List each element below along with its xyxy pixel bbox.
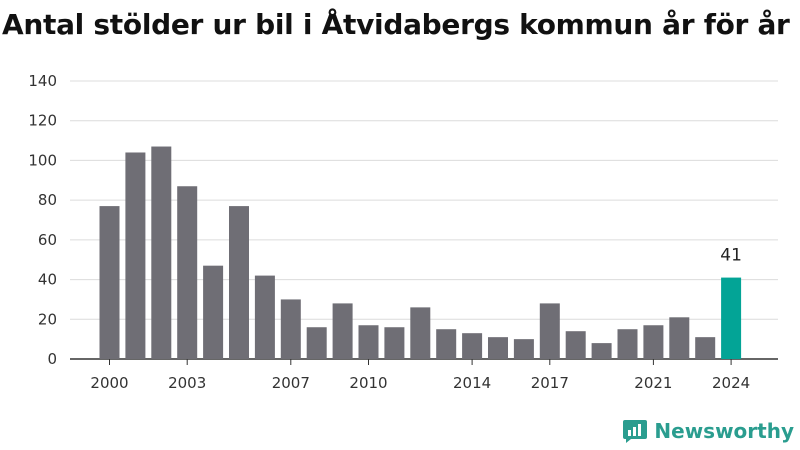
bar-2001[interactable] [125,152,146,359]
y-axis-ticks: 0 20 40 60 80 100 120 140 [28,72,57,368]
x-tick-label-2021: 2021 [634,374,672,392]
bar-2002[interactable] [151,146,172,359]
bar-2014[interactable] [462,333,483,359]
x-axis-ticks: 2000 2003 2007 2010 2014 2017 2021 2024 [90,359,750,392]
bar-2015[interactable] [488,337,508,359]
x-tick-label-2007: 2007 [272,374,310,392]
bar-2012[interactable] [410,307,431,359]
bar-2010[interactable] [358,325,379,359]
y-tick-label-140: 140 [28,72,57,90]
bar-2013[interactable] [436,329,457,359]
y-tick-label-120: 120 [28,112,57,130]
bars [99,146,742,359]
x-tick-label-2024: 2024 [712,374,750,392]
x-tick-label-2014: 2014 [453,374,491,392]
bar-2020[interactable] [617,329,638,359]
brand[interactable]: Newsworthy [622,418,794,444]
bar-2019[interactable] [591,343,612,359]
y-tick-label-0: 0 [47,350,57,368]
data-labels: 41 [720,246,742,266]
x-tick-label-2000: 2000 [90,374,128,392]
brand-name: Newsworthy [654,419,794,443]
bar-2007[interactable] [280,299,301,359]
bar-2005[interactable] [229,206,249,359]
bar-2023[interactable] [695,337,716,359]
bar-2003[interactable] [177,186,198,359]
y-tick-label-60: 60 [38,231,57,249]
bar-2017[interactable] [539,303,560,359]
chart-title: Antal stölder ur bil i Åtvidabergs kommu… [2,8,790,41]
x-tick-label-2010: 2010 [349,374,387,392]
bar-2008[interactable] [306,327,327,359]
y-tick-label-100: 100 [28,151,57,169]
y-tick-label-20: 20 [38,310,57,328]
y-tick-label-40: 40 [38,271,57,289]
newsworthy-logo-icon [623,420,648,443]
bar-2021[interactable] [643,325,664,359]
bar-2018[interactable] [565,331,586,359]
bar-2009[interactable] [332,303,353,359]
y-tick-label-80: 80 [38,191,57,209]
bar-2004[interactable] [203,265,224,359]
bar-2022[interactable] [669,317,690,359]
data-label-2024: 41 [720,246,742,266]
bar-2000[interactable] [99,206,120,359]
bar-2011[interactable] [384,327,405,359]
bar-2006[interactable] [254,275,275,359]
bar-2016[interactable] [513,339,534,359]
x-tick-label-2003: 2003 [168,374,206,392]
bar-2024[interactable] [721,277,742,359]
x-tick-label-2017: 2017 [531,374,569,392]
